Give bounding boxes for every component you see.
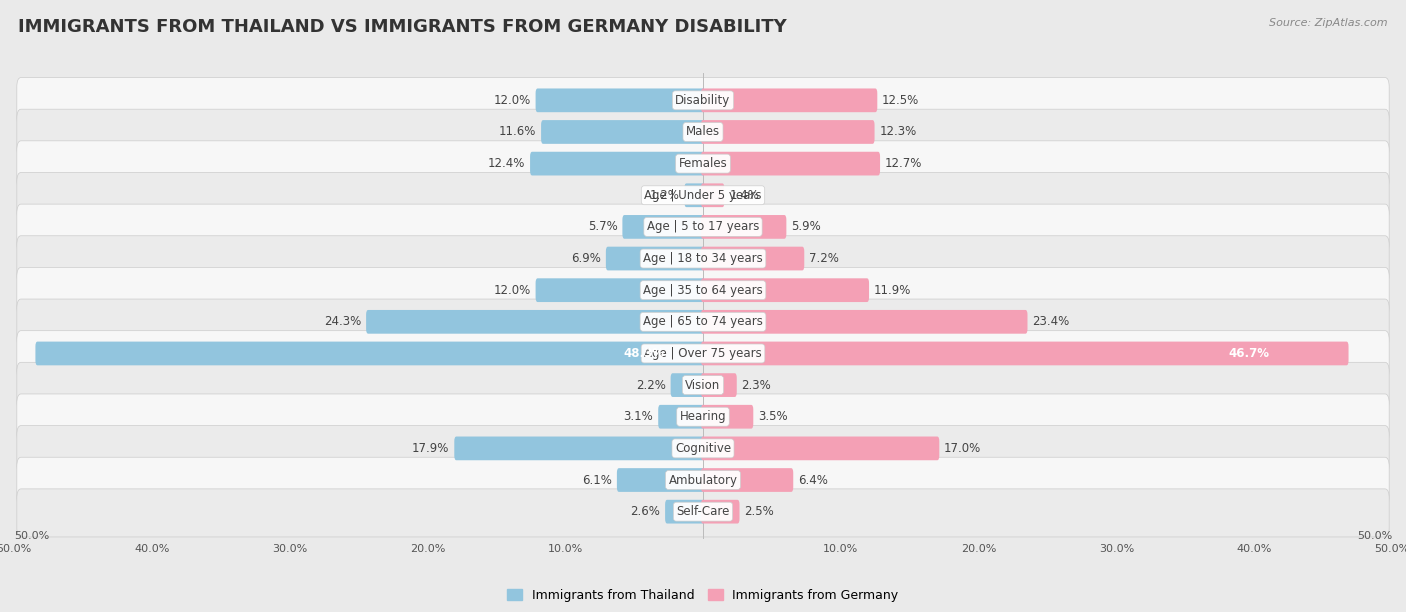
Text: Age | 5 to 17 years: Age | 5 to 17 years — [647, 220, 759, 233]
Text: Cognitive: Cognitive — [675, 442, 731, 455]
FancyBboxPatch shape — [702, 184, 724, 207]
Text: 46.7%: 46.7% — [1229, 347, 1270, 360]
FancyBboxPatch shape — [702, 373, 737, 397]
Text: Age | 35 to 64 years: Age | 35 to 64 years — [643, 284, 763, 297]
Text: 12.5%: 12.5% — [882, 94, 920, 107]
Text: 3.5%: 3.5% — [758, 410, 787, 424]
FancyBboxPatch shape — [17, 109, 1389, 157]
Text: 3.1%: 3.1% — [624, 410, 654, 424]
Text: 2.2%: 2.2% — [636, 379, 666, 392]
FancyBboxPatch shape — [536, 89, 704, 112]
Text: 2.6%: 2.6% — [630, 505, 661, 518]
FancyBboxPatch shape — [702, 215, 786, 239]
Text: Source: ZipAtlas.com: Source: ZipAtlas.com — [1270, 18, 1388, 28]
Text: 5.7%: 5.7% — [588, 220, 617, 233]
FancyBboxPatch shape — [17, 141, 1389, 189]
Text: Self-Care: Self-Care — [676, 505, 730, 518]
FancyBboxPatch shape — [702, 152, 880, 176]
FancyBboxPatch shape — [17, 362, 1389, 411]
Text: IMMIGRANTS FROM THAILAND VS IMMIGRANTS FROM GERMANY DISABILITY: IMMIGRANTS FROM THAILAND VS IMMIGRANTS F… — [18, 18, 787, 36]
Text: 6.4%: 6.4% — [799, 474, 828, 487]
Text: Vision: Vision — [685, 379, 721, 392]
FancyBboxPatch shape — [685, 184, 704, 207]
FancyBboxPatch shape — [17, 204, 1389, 252]
FancyBboxPatch shape — [617, 468, 704, 492]
FancyBboxPatch shape — [366, 310, 704, 334]
Text: 17.9%: 17.9% — [412, 442, 450, 455]
Text: 23.4%: 23.4% — [1032, 315, 1070, 328]
FancyBboxPatch shape — [17, 267, 1389, 316]
Text: 12.0%: 12.0% — [494, 284, 531, 297]
FancyBboxPatch shape — [702, 278, 869, 302]
FancyBboxPatch shape — [671, 373, 704, 397]
Text: 48.3%: 48.3% — [623, 347, 664, 360]
Text: Age | 65 to 74 years: Age | 65 to 74 years — [643, 315, 763, 328]
Text: 12.0%: 12.0% — [494, 94, 531, 107]
Text: 12.7%: 12.7% — [884, 157, 922, 170]
Text: 11.9%: 11.9% — [875, 284, 911, 297]
Text: Hearing: Hearing — [679, 410, 727, 424]
Text: 1.2%: 1.2% — [650, 188, 679, 202]
FancyBboxPatch shape — [17, 78, 1389, 125]
Text: Age | Under 5 years: Age | Under 5 years — [644, 188, 762, 202]
FancyBboxPatch shape — [702, 247, 804, 271]
FancyBboxPatch shape — [623, 215, 704, 239]
FancyBboxPatch shape — [606, 247, 704, 271]
Text: Age | 18 to 34 years: Age | 18 to 34 years — [643, 252, 763, 265]
Text: 2.5%: 2.5% — [744, 505, 775, 518]
FancyBboxPatch shape — [17, 457, 1389, 506]
FancyBboxPatch shape — [17, 394, 1389, 442]
Text: 24.3%: 24.3% — [323, 315, 361, 328]
FancyBboxPatch shape — [17, 489, 1389, 537]
Text: 1.4%: 1.4% — [730, 188, 759, 202]
Text: Disability: Disability — [675, 94, 731, 107]
FancyBboxPatch shape — [702, 341, 1348, 365]
Text: 50.0%: 50.0% — [14, 531, 49, 542]
FancyBboxPatch shape — [702, 436, 939, 460]
Text: Ambulatory: Ambulatory — [668, 474, 738, 487]
FancyBboxPatch shape — [454, 436, 704, 460]
Text: Males: Males — [686, 125, 720, 138]
FancyBboxPatch shape — [17, 330, 1389, 379]
Text: Females: Females — [679, 157, 727, 170]
Text: 6.1%: 6.1% — [582, 474, 612, 487]
FancyBboxPatch shape — [702, 120, 875, 144]
Text: Age | Over 75 years: Age | Over 75 years — [644, 347, 762, 360]
FancyBboxPatch shape — [702, 89, 877, 112]
Text: 2.3%: 2.3% — [741, 379, 772, 392]
FancyBboxPatch shape — [702, 500, 740, 523]
Text: 11.6%: 11.6% — [499, 125, 536, 138]
FancyBboxPatch shape — [17, 299, 1389, 347]
FancyBboxPatch shape — [17, 236, 1389, 284]
Text: 50.0%: 50.0% — [1357, 531, 1392, 542]
Text: 5.9%: 5.9% — [792, 220, 821, 233]
Text: 12.3%: 12.3% — [879, 125, 917, 138]
Text: 17.0%: 17.0% — [945, 442, 981, 455]
Legend: Immigrants from Thailand, Immigrants from Germany: Immigrants from Thailand, Immigrants fro… — [502, 584, 904, 606]
FancyBboxPatch shape — [530, 152, 704, 176]
FancyBboxPatch shape — [17, 173, 1389, 220]
FancyBboxPatch shape — [541, 120, 704, 144]
FancyBboxPatch shape — [702, 405, 754, 428]
FancyBboxPatch shape — [702, 310, 1028, 334]
Text: 6.9%: 6.9% — [571, 252, 600, 265]
FancyBboxPatch shape — [702, 468, 793, 492]
Text: 12.4%: 12.4% — [488, 157, 526, 170]
FancyBboxPatch shape — [35, 341, 704, 365]
FancyBboxPatch shape — [665, 500, 704, 523]
FancyBboxPatch shape — [658, 405, 704, 428]
Text: 7.2%: 7.2% — [808, 252, 839, 265]
FancyBboxPatch shape — [17, 425, 1389, 474]
FancyBboxPatch shape — [536, 278, 704, 302]
